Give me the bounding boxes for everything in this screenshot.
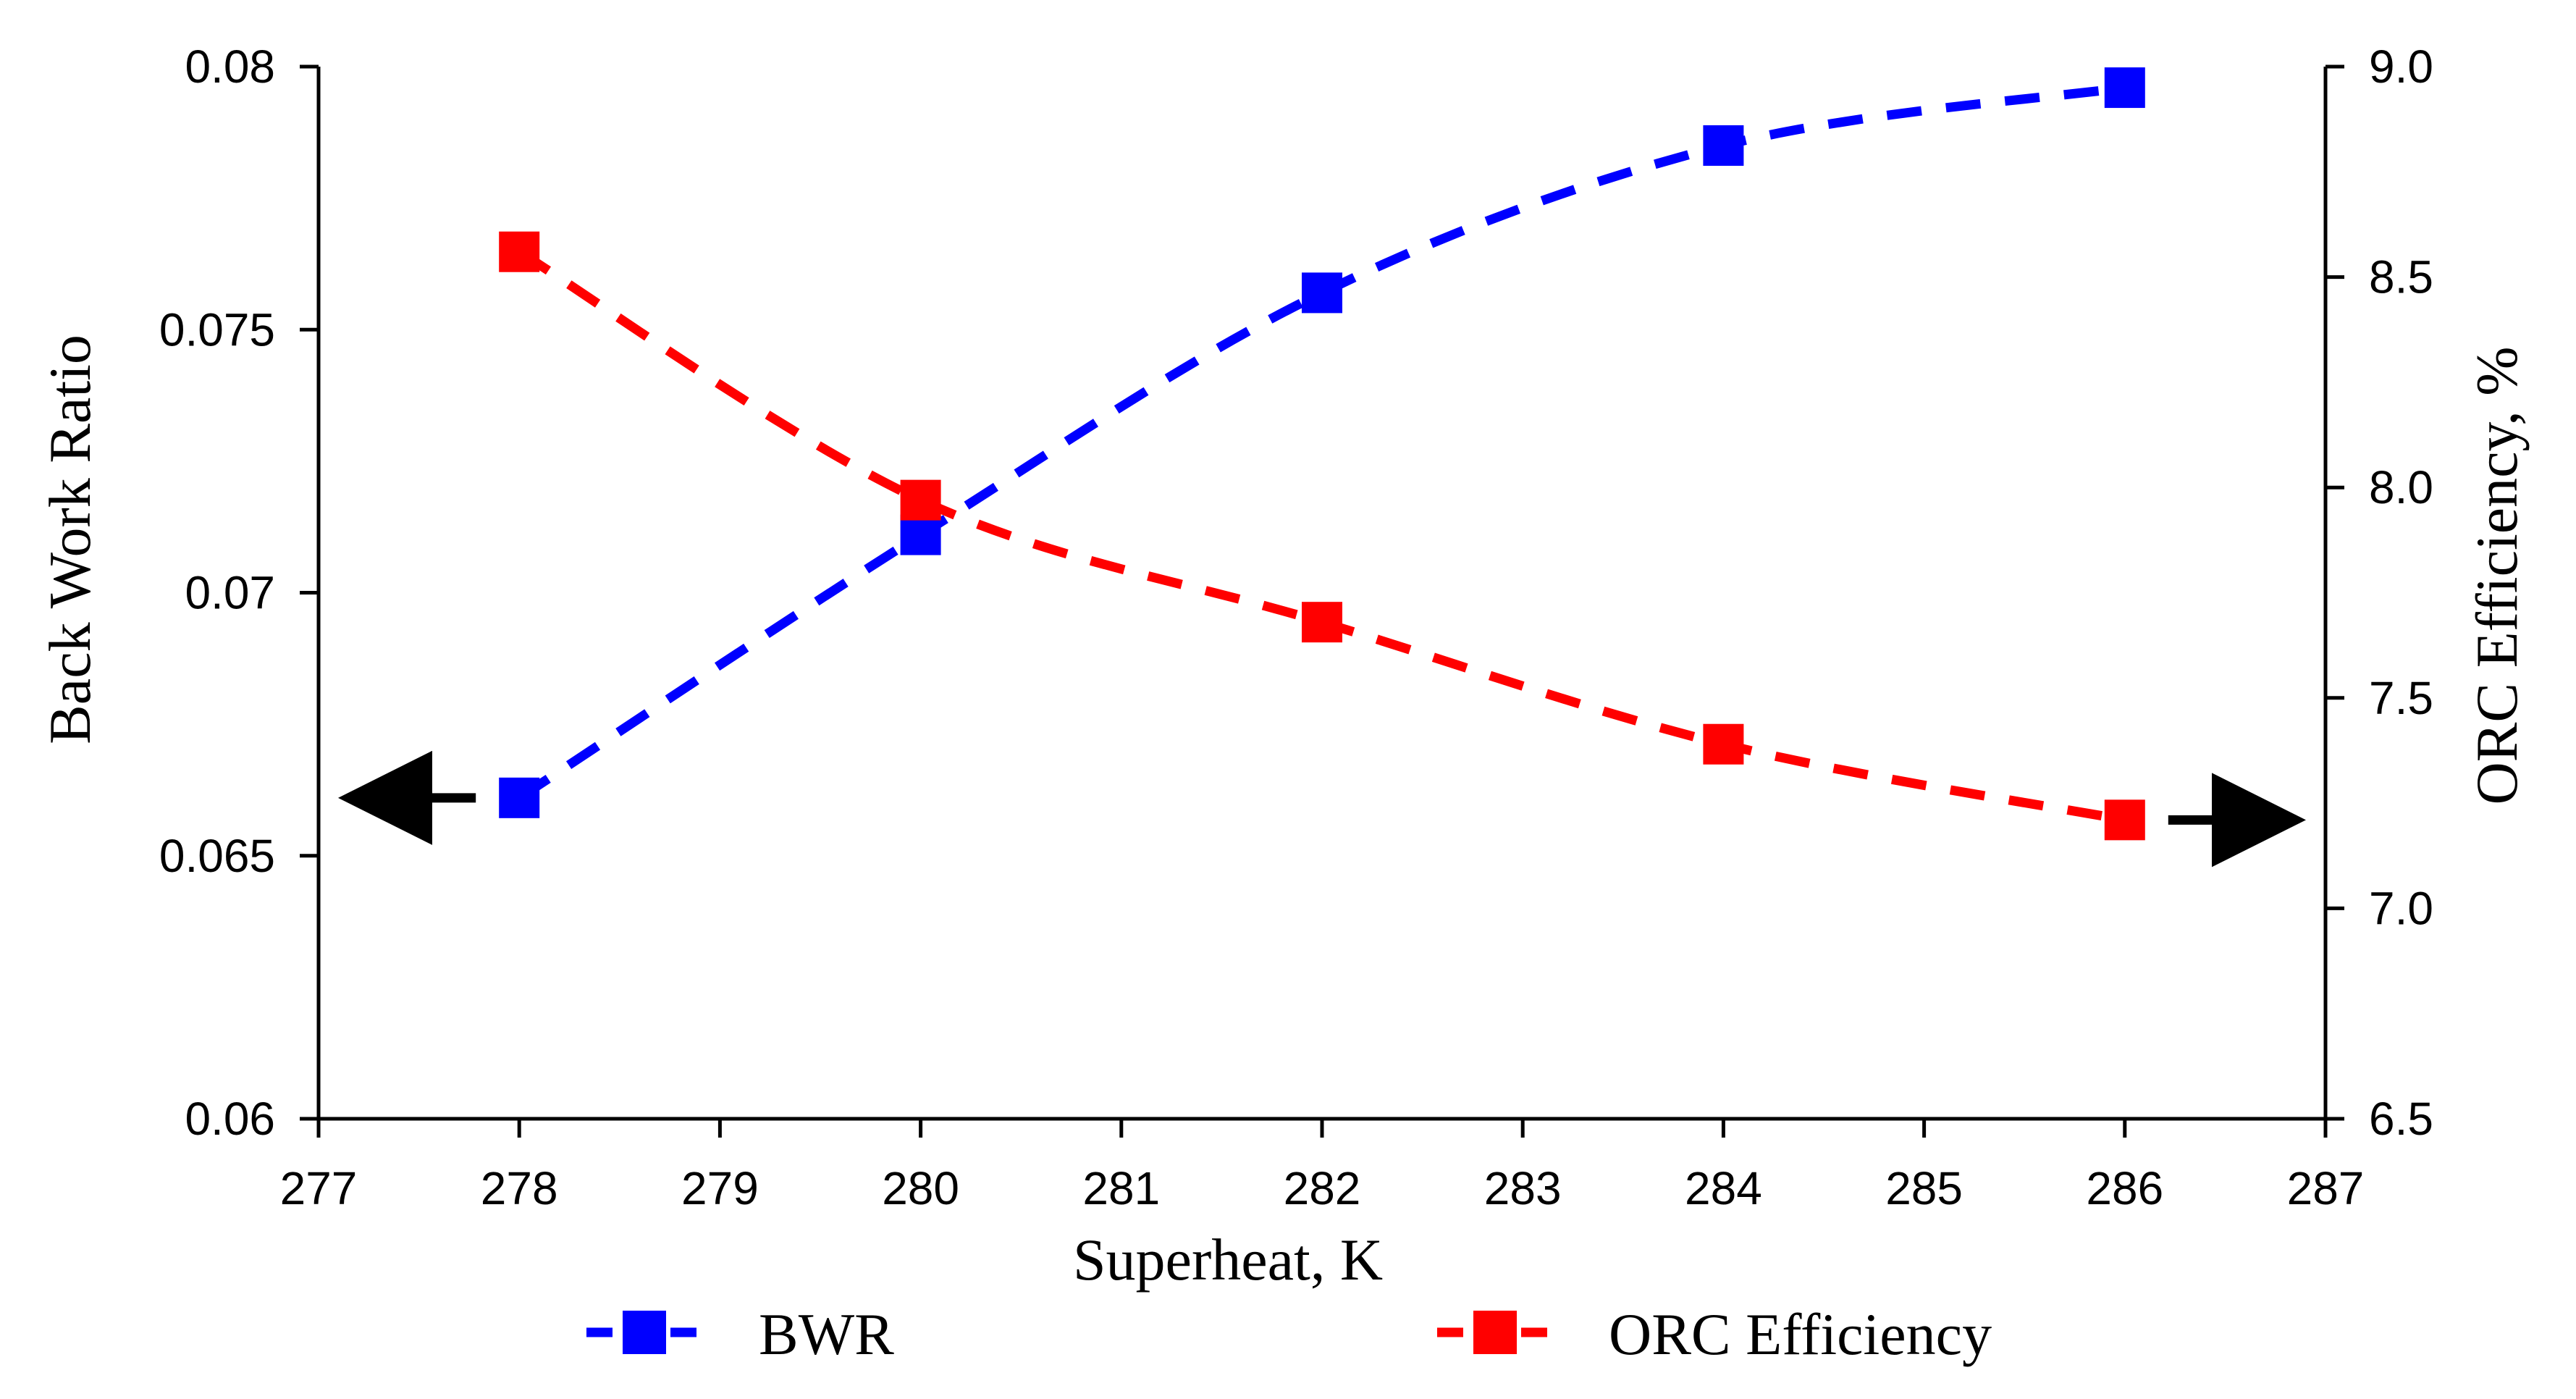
data-point-bwr	[2104, 67, 2145, 109]
left-y-tick-label: 0.08	[185, 41, 275, 93]
data-point-orc-efficiency	[2104, 799, 2145, 841]
x-tick-label: 283	[1484, 1162, 1562, 1214]
data-point-bwr	[499, 777, 540, 818]
series-layer	[499, 67, 2145, 841]
x-tick-label: 286	[2086, 1162, 2163, 1214]
data-point-orc-efficiency	[1703, 723, 1744, 765]
x-axis-ticks: 277 278 279 280 281 282 283 284 285 286 287	[280, 1119, 2365, 1214]
x-axis-title: Superheat, K	[1073, 1227, 1383, 1293]
right-y-tick-label: 8.0	[2369, 461, 2433, 513]
legend: BWR ORC Efficiency	[586, 1301, 1992, 1367]
x-tick-label: 287	[2287, 1162, 2365, 1214]
right-y-tick-label: 8.5	[2369, 251, 2433, 303]
legend-item-bwr: BWR	[586, 1301, 894, 1367]
data-point-bwr	[1703, 125, 1744, 166]
left-y-axis-title: Back Work Ratio	[37, 335, 103, 744]
axis-arrows	[338, 750, 2306, 867]
right-y-tick-label: 7.0	[2369, 882, 2433, 934]
right-y-tick-label: 7.5	[2369, 672, 2433, 724]
x-tick-label: 284	[1685, 1162, 1762, 1214]
right-y-axis-ticks: 6.5 7.0 7.5 8.0 8.5 9.0	[2325, 41, 2433, 1145]
legend-swatch-bwr-marker	[623, 1311, 666, 1354]
x-tick-label: 285	[1885, 1162, 1963, 1214]
data-point-orc-efficiency	[499, 231, 540, 272]
left-y-tick-label: 0.075	[159, 303, 275, 356]
left-y-tick-label: 0.065	[159, 830, 275, 882]
left-y-tick-label: 0.06	[185, 1093, 275, 1145]
series-line-bwr	[516, 83, 2126, 802]
x-tick-label: 282	[1284, 1162, 1361, 1214]
right-y-tick-label: 9.0	[2369, 41, 2433, 93]
legend-item-orc-efficiency: ORC Efficiency	[1437, 1301, 1992, 1367]
x-tick-label: 279	[681, 1162, 759, 1214]
data-point-orc-efficiency	[1302, 602, 1342, 643]
left-y-axis-ticks: 0.06 0.065 0.07 0.075 0.08	[159, 41, 319, 1145]
legend-label-orc-efficiency: ORC Efficiency	[1609, 1301, 1992, 1367]
x-tick-label: 277	[280, 1162, 358, 1214]
legend-swatch-orc-efficiency-marker	[1473, 1311, 1517, 1354]
x-tick-label: 280	[882, 1162, 959, 1214]
series-line-orc-efficiency	[516, 248, 2126, 825]
legend-label-bwr: BWR	[759, 1301, 894, 1367]
data-point-bwr	[1302, 272, 1342, 314]
x-tick-label: 278	[481, 1162, 558, 1214]
x-tick-label: 281	[1082, 1162, 1160, 1214]
data-point-bwr	[900, 514, 941, 555]
right-y-axis-title: ORC Efficiency, %	[2464, 346, 2530, 804]
data-point-orc-efficiency	[900, 479, 941, 521]
right-y-tick-label: 6.5	[2369, 1093, 2433, 1145]
left-y-tick-label: 0.07	[185, 567, 275, 619]
axes	[316, 67, 2328, 1121]
